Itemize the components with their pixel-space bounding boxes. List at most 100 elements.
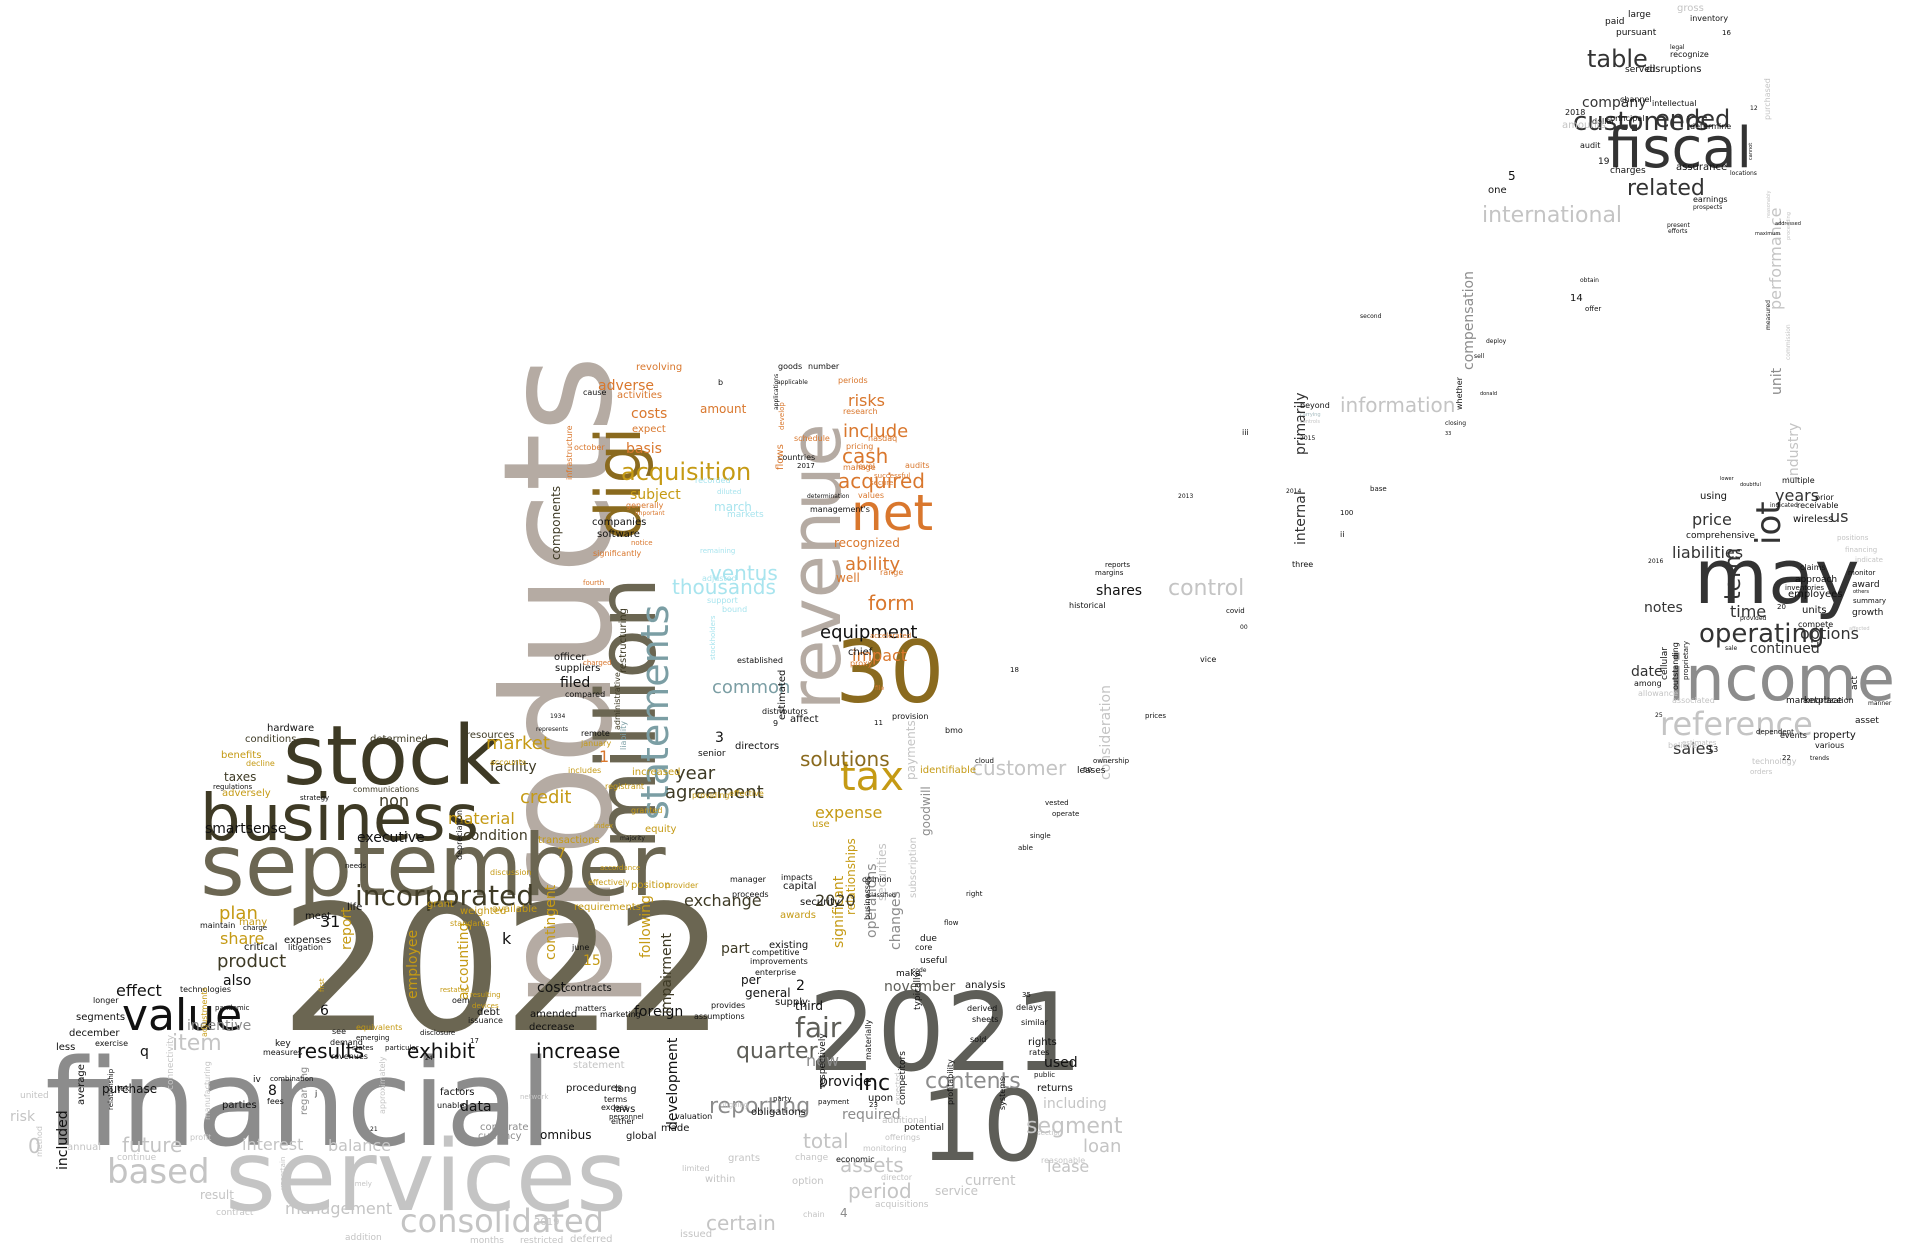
cloud-word: providing — [692, 791, 730, 800]
cloud-word: term — [1721, 548, 1746, 600]
cloud-word: matters — [575, 1004, 606, 1013]
cloud-word: public — [1034, 1071, 1055, 1079]
cloud-word: provide — [819, 1074, 872, 1090]
cloud-word: information — [1340, 393, 1455, 417]
cloud-word: impact — [852, 646, 907, 665]
cloud-word: obligations — [751, 1107, 806, 1118]
cloud-word: marketing — [600, 1010, 641, 1019]
cloud-word: existing — [769, 940, 808, 951]
cloud-word: profit — [190, 1133, 211, 1142]
cloud-word: benefits — [221, 750, 261, 761]
cloud-word: closing — [1445, 420, 1466, 427]
cloud-word: 00 — [1240, 624, 1248, 631]
cloud-word: officer — [554, 652, 586, 663]
cloud-word: useful — [920, 956, 947, 966]
cloud-word: relationships — [844, 838, 858, 915]
cloud-word: various — [1815, 741, 1844, 750]
cloud-word: needs — [345, 862, 366, 870]
cloud-word: measures — [263, 1048, 302, 1057]
cloud-word: incorporated — [355, 879, 534, 912]
cloud-word: common — [712, 677, 790, 698]
cloud-word: 19 — [1598, 157, 1610, 167]
cloud-word: proceeds — [732, 890, 769, 899]
cloud-word: classified — [868, 892, 896, 899]
cloud-word: general — [745, 986, 791, 1000]
cloud-word: develop — [778, 402, 786, 430]
cloud-word: support — [707, 596, 738, 605]
cloud-word: internal — [1293, 491, 1309, 545]
cloud-word: increased — [632, 767, 681, 778]
cloud-word: material — [448, 809, 515, 828]
cloud-word: net — [851, 484, 933, 542]
cloud-word: long — [615, 1084, 637, 1095]
cloud-word: manage — [843, 463, 876, 472]
cloud-word: non — [379, 791, 409, 810]
cloud-word: resources — [466, 730, 514, 741]
cloud-word: 7 — [557, 846, 566, 862]
cloud-word: part — [721, 941, 750, 957]
cloud-word: smartsense — [205, 821, 286, 837]
cloud-word: analysis — [965, 980, 1006, 991]
cloud-word: market — [486, 733, 550, 754]
cloud-word: remote — [581, 729, 610, 738]
cloud-word: laws — [613, 1104, 635, 1115]
cloud-word: credit — [520, 787, 571, 808]
cloud-word: june — [571, 943, 589, 952]
cloud-word: excess — [601, 1103, 628, 1112]
cloud-word: hardware — [267, 723, 314, 734]
cloud-word: procedures — [566, 1083, 622, 1094]
cloud-word: approximately — [378, 1056, 387, 1114]
cloud-word: countries — [778, 453, 815, 462]
cloud-word: iot — [1749, 501, 1789, 545]
cloud-word: control — [1168, 576, 1244, 601]
cloud-word: served — [1625, 65, 1656, 75]
cloud-word: receivable — [1797, 501, 1839, 510]
cloud-word: grant — [427, 899, 454, 910]
cloud-word: adverse — [598, 378, 654, 394]
cloud-word: 18 — [1010, 666, 1019, 674]
cloud-word: competitive — [752, 948, 800, 957]
cloud-word: accelerated — [870, 632, 911, 640]
cloud-word: communications — [353, 785, 419, 794]
cloud-word: less — [56, 1042, 75, 1053]
cloud-word: available — [492, 904, 537, 915]
cloud-word: condition — [463, 828, 528, 844]
cloud-word: products — [472, 355, 646, 1010]
cloud-word: sheets — [972, 1015, 998, 1024]
cloud-word: improvements — [750, 957, 808, 966]
cloud-word: rates — [1029, 1048, 1049, 1057]
cloud-word: units — [1802, 605, 1827, 616]
cloud-word: senior — [698, 749, 726, 759]
cloud-word: may — [1694, 532, 1860, 621]
cloud-word: decline — [246, 759, 275, 768]
cloud-word: tek — [117, 1084, 130, 1093]
cloud-word: solutions — [800, 747, 890, 771]
cloud-word: covid — [1226, 607, 1245, 615]
cloud-word: 4 — [840, 1206, 848, 1220]
cloud-word: 2018 — [1565, 108, 1585, 117]
cloud-word: sales — [1673, 739, 1714, 758]
cloud-word: use — [812, 819, 830, 830]
cloud-word: longer — [93, 996, 119, 1005]
cloud-word: include — [843, 421, 908, 442]
cloud-word: facility — [490, 759, 537, 775]
cloud-word: exchange — [684, 891, 762, 910]
cloud-word: channel — [1620, 95, 1652, 104]
cloud-word: digi — [582, 427, 655, 540]
cloud-word: schedule — [794, 434, 830, 443]
cloud-word: subject — [630, 487, 681, 503]
cloud-word: 21 — [370, 1126, 378, 1133]
cloud-word: based — [107, 1152, 210, 1192]
cloud-word: whether — [1455, 376, 1464, 410]
cloud-word: made — [661, 1123, 689, 1134]
cloud-word: amended — [530, 1009, 577, 1020]
cloud-word: cloud — [975, 757, 994, 765]
cloud-word: flow — [944, 919, 959, 927]
cloud-word: average — [76, 1064, 87, 1105]
cloud-word: 2016 — [1648, 558, 1663, 565]
cloud-word: segments — [76, 1012, 125, 1023]
cloud-word: used — [1044, 1055, 1078, 1071]
cloud-word: others — [1853, 589, 1869, 595]
cloud-word: contracts — [565, 983, 612, 994]
cloud-word: 12 — [1750, 105, 1758, 112]
